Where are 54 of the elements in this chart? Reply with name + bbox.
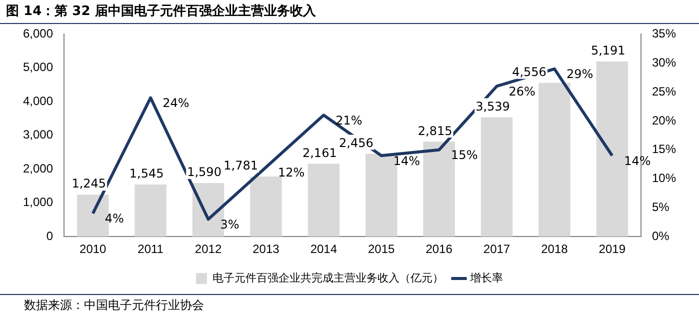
data-label: 5,191	[590, 44, 626, 58]
x-tick-label: 2018	[541, 242, 568, 256]
data-label: 2,815	[418, 124, 452, 138]
legend-label: 增长率	[469, 272, 503, 285]
data-label: 4,556	[512, 65, 546, 80]
bar	[134, 184, 166, 237]
y2-tick-label: 20%	[652, 113, 676, 128]
data-label: 15%	[451, 148, 478, 162]
x-tick-label: 2014	[310, 242, 338, 256]
data-label: 29%	[566, 67, 594, 82]
y2-tick-label: 25%	[652, 84, 676, 98]
bar	[538, 82, 570, 237]
bar	[480, 117, 513, 237]
data-label: 1,545	[129, 166, 164, 181]
y-tick-label: 2,000	[23, 161, 54, 176]
x-tick-label: 2010	[80, 242, 107, 256]
bar	[308, 164, 340, 237]
y2-tick-label: 15%	[652, 142, 676, 156]
x-tick-label: 2013	[252, 242, 280, 256]
data-label: 3,539	[476, 99, 510, 114]
legend-label: 电子元件百强企业共完成主营业务收入（亿元）	[212, 272, 444, 285]
chart-title: 图 14：第 32 届中国电子元件百强企业主营业务收入	[0, 0, 699, 24]
x-tick-label: 2015	[368, 242, 396, 256]
data-label: 3%	[220, 217, 240, 232]
data-label: 1,245	[72, 176, 106, 191]
x-tick-label: 2012	[194, 242, 222, 256]
x-tick-label: 2019	[598, 242, 626, 256]
data-label: 12%	[278, 165, 305, 180]
y2-tick-label: 30%	[652, 55, 676, 70]
data-label: 1,590	[187, 165, 222, 180]
data-label: 21%	[336, 113, 362, 128]
y-tick-label: 3,000	[23, 128, 54, 142]
y-tick-label: 4,000	[23, 94, 54, 108]
x-tick-label: 2011	[138, 242, 164, 256]
data-label: 14%	[624, 154, 651, 168]
data-label: 1,781	[224, 158, 258, 173]
data-label: 2,161	[302, 146, 337, 160]
source-note: 数据来源：中国电子元件行业协会	[0, 294, 699, 316]
y2-tick-label: 5%	[652, 200, 670, 214]
data-label: 4%	[104, 212, 124, 226]
y2-tick-label: 35%	[652, 26, 676, 41]
y-tick-label: 6,000	[23, 26, 54, 41]
data-label: 14%	[393, 154, 420, 168]
data-label: 24%	[162, 96, 190, 110]
y-tick-label: 0	[46, 228, 54, 243]
data-label: 26%	[508, 84, 536, 98]
y-tick-label: 5,000	[23, 60, 54, 74]
y2-tick-label: 0%	[652, 228, 670, 243]
x-tick-label: 2017	[483, 242, 510, 256]
y2-tick-label: 10%	[652, 171, 676, 186]
x-tick-label: 2016	[426, 242, 453, 256]
y-tick-label: 1,000	[23, 195, 54, 210]
bar	[250, 176, 282, 237]
data-label: 2,456	[338, 136, 374, 150]
